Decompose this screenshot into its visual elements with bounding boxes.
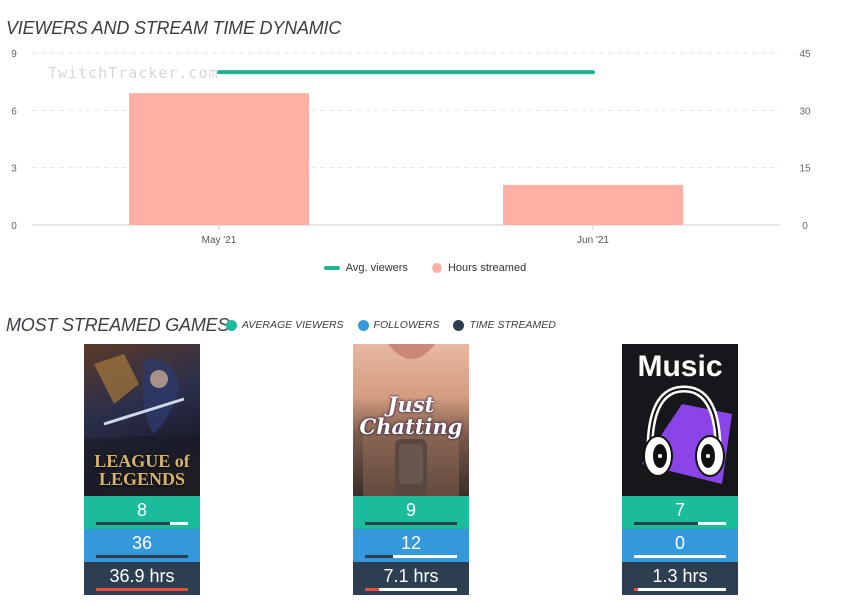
time-streamed-value: 1.3 hrs bbox=[652, 566, 708, 586]
legend-line-swatch bbox=[323, 266, 340, 270]
x-axis-tick: Jun '21 bbox=[577, 235, 609, 246]
legend-dot bbox=[226, 319, 237, 331]
champion-art-icon bbox=[84, 354, 200, 496]
right-axis-tick: 15 bbox=[799, 164, 811, 175]
followers-bar bbox=[634, 555, 726, 558]
followers-bar bbox=[96, 555, 188, 558]
time-streamed-stat: 36.9 hrs bbox=[84, 562, 200, 595]
followers-value: 36 bbox=[131, 533, 153, 553]
cover-title: LEAGUE of LEGENDS bbox=[94, 451, 190, 489]
games-legend: AVERAGE VIEWERS FOLLOWERS TIME STREAMED bbox=[226, 319, 556, 331]
bar-fill bbox=[365, 588, 379, 591]
time-streamed-bar bbox=[96, 588, 188, 591]
legend-text: TIME STREAMED bbox=[469, 319, 556, 331]
game-cover-music[interactable]: Music bbox=[622, 344, 738, 496]
legend-text: FOLLOWERS bbox=[373, 319, 440, 331]
watermark: TwitchTracker.com bbox=[48, 64, 219, 82]
bar-fill bbox=[96, 522, 170, 525]
right-axis-tick: 0 bbox=[802, 221, 808, 232]
legend-dot bbox=[357, 319, 369, 331]
legend-dot-swatch bbox=[431, 263, 442, 273]
avg-viewers-bar bbox=[634, 522, 726, 525]
game-card-just-chatting[interactable]: Just Chatting 9 12 7.1 hrs bbox=[353, 344, 469, 595]
avg-viewers-stat: 8 bbox=[84, 496, 200, 529]
game-cover-league-of-legends[interactable]: LEAGUE of LEGENDS bbox=[84, 344, 200, 496]
game-card-league-of-legends[interactable]: LEAGUE of LEGENDS 8 36 36.9 hrs bbox=[84, 344, 200, 595]
game-card-music[interactable]: Music 7 0 1.3 hrs bbox=[622, 344, 738, 595]
time-streamed-bar bbox=[634, 588, 726, 591]
followers-bar bbox=[365, 555, 457, 558]
legend-dot bbox=[453, 319, 465, 331]
microphone-icon bbox=[363, 344, 459, 496]
right-axis-tick: 45 bbox=[799, 49, 811, 60]
time-streamed-stat: 1.3 hrs bbox=[622, 562, 738, 595]
time-streamed-stat: 7.1 hrs bbox=[353, 562, 469, 595]
avg-viewers-stat: 9 bbox=[353, 496, 469, 529]
followers-stat: 0 bbox=[622, 529, 738, 562]
avg-viewers-bar bbox=[365, 522, 457, 525]
legend-label: Hours streamed bbox=[447, 262, 527, 274]
avg-viewers-value: 7 bbox=[674, 500, 685, 520]
bar-hours-streamed bbox=[129, 93, 309, 225]
left-axis-tick: 3 bbox=[11, 164, 17, 175]
chart-legend: Avg. viewers Hours streamed bbox=[0, 262, 850, 274]
followers-stat: 36 bbox=[84, 529, 200, 562]
bar-hours-streamed bbox=[503, 184, 683, 225]
bar-fill bbox=[365, 522, 457, 525]
x-axis-tick: May '21 bbox=[202, 235, 237, 246]
cover-title: Just Chatting bbox=[359, 392, 463, 439]
bar-fill bbox=[96, 588, 188, 591]
games-section-title: MOST STREAMED GAMES bbox=[6, 315, 230, 335]
bar-fill bbox=[634, 588, 638, 591]
bar-fill bbox=[96, 555, 188, 558]
time-streamed-bar bbox=[365, 588, 457, 591]
viewers-section-title: VIEWERS AND STREAM TIME DYNAMIC bbox=[6, 18, 342, 38]
avg-viewers-value: 8 bbox=[136, 500, 147, 520]
left-axis-tick: 9 bbox=[11, 49, 17, 60]
avg-viewers-bar bbox=[96, 522, 188, 525]
legend-label: Avg. viewers bbox=[345, 262, 408, 274]
games-legend-avg-viewers: AVERAGE VIEWERS bbox=[226, 319, 344, 331]
right-axis-tick: 30 bbox=[799, 106, 811, 117]
time-streamed-value: 36.9 hrs bbox=[109, 566, 175, 586]
legend-avg-viewers[interactable]: Avg. viewers bbox=[323, 262, 408, 274]
cover-title: Music bbox=[637, 350, 723, 383]
bar-fill bbox=[365, 555, 393, 558]
time-streamed-value: 7.1 hrs bbox=[383, 566, 439, 586]
followers-stat: 12 bbox=[353, 529, 469, 562]
left-axis-tick: 0 bbox=[11, 221, 17, 232]
legend-text: AVERAGE VIEWERS bbox=[242, 319, 344, 331]
bar-fill bbox=[634, 522, 699, 525]
legend-hours-streamed[interactable]: Hours streamed bbox=[431, 262, 527, 274]
avg-viewers-stat: 7 bbox=[622, 496, 738, 529]
games-legend-time-streamed: TIME STREAMED bbox=[453, 319, 556, 331]
game-cover-just-chatting[interactable]: Just Chatting bbox=[353, 344, 469, 496]
left-axis-tick: 6 bbox=[11, 106, 17, 117]
avg-viewers-value: 9 bbox=[405, 500, 416, 520]
games-legend-followers: FOLLOWERS bbox=[357, 319, 440, 331]
followers-value: 0 bbox=[674, 533, 685, 553]
followers-value: 12 bbox=[400, 533, 422, 553]
viewers-chart: 0 3 6 9 0 15 30 45 May '21 Jun '21 bbox=[11, 49, 811, 246]
headphones-icon bbox=[642, 385, 732, 484]
